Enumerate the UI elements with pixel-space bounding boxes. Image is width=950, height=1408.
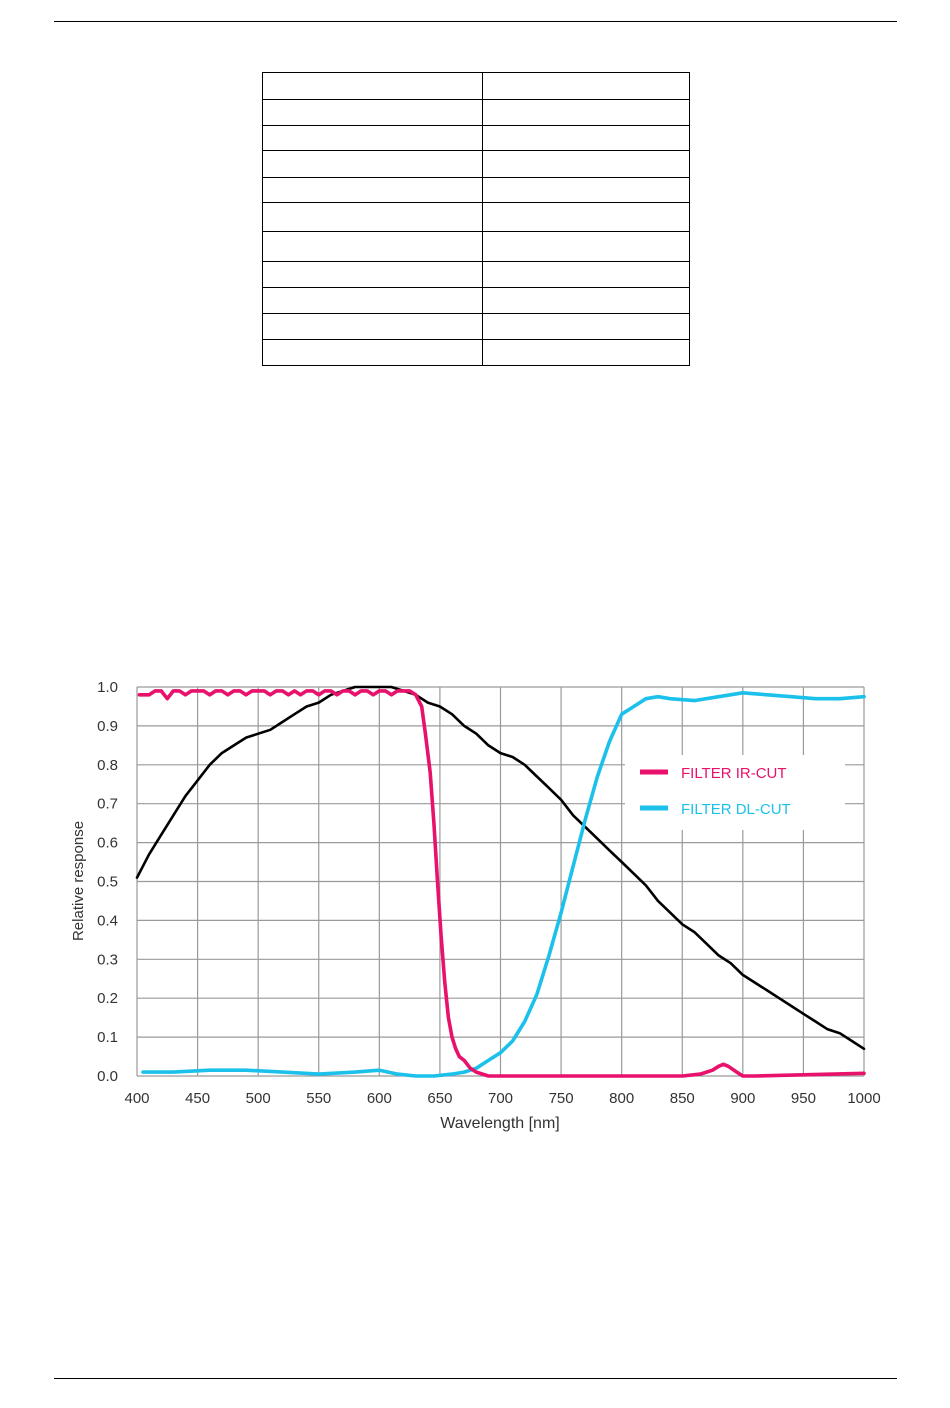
y-tick-label: 0.3 [97,951,118,968]
legend: FILTER IR-CUT FILTER DL-CUT [625,755,845,830]
table-cell [482,339,690,366]
y-tick-label: 1.0 [97,679,118,696]
table-cell [262,261,483,288]
x-tick-label: 850 [670,1090,695,1107]
legend-box [625,755,845,830]
x-tick-label: 500 [246,1090,271,1107]
spec-table [262,72,690,366]
table-cell [482,99,690,126]
table-row [262,313,690,340]
table-cell [262,177,483,203]
x-tick-label: 700 [488,1090,513,1107]
table-cell [262,231,483,262]
table-cell [482,150,690,178]
legend-label-ir-cut: FILTER IR-CUT [681,765,787,782]
table-cell [482,313,690,340]
y-tick-label: 0.7 [97,796,118,813]
x-tick-label: 750 [549,1090,574,1107]
table-cell [482,287,690,314]
y-tick-label: 0.2 [97,990,118,1007]
table-cell [482,177,690,203]
table-cell [262,339,483,366]
x-tick-label: 900 [730,1090,755,1107]
table-cell [262,99,483,126]
table-cell [482,202,690,232]
series-lines [135,685,866,1078]
tick-labels: 400 450 500 550 600 650 700 750 800 850 900 950 1000… [97,679,881,1107]
y-tick-label: 0.1 [97,1029,118,1046]
table-cell [262,287,483,314]
x-tick-label: 800 [609,1090,634,1107]
y-tick-label: 0.5 [97,874,118,891]
header-rule [54,21,897,22]
table-row [262,231,690,262]
table-row [262,287,690,314]
table-row [262,125,690,151]
table-cell [262,313,483,340]
table-cell [262,72,483,100]
dl-cut-series-line [141,690,866,1078]
footer-rule [54,1378,897,1379]
table-row [262,150,690,178]
spectral-response-chart: 400 450 500 550 600 650 700 750 800 850 900 950 1000… [70,679,881,1132]
table-cell [262,150,483,178]
table-row [262,339,690,366]
y-tick-label: 0.4 [97,912,118,929]
table-cell [482,72,690,100]
table-cell [262,125,483,151]
y-tick-label: 0.6 [97,835,118,852]
grid [136,686,865,1077]
x-tick-label: 600 [367,1090,392,1107]
x-tick-label: 1000 [847,1090,880,1107]
x-tick-label: 400 [124,1090,149,1107]
legend-label-dl-cut: FILTER DL-CUT [681,801,791,818]
y-axis-label: Relative response [70,821,87,941]
table-cell [262,202,483,232]
table-cell [482,231,690,262]
table-row [262,72,690,100]
table-row [262,99,690,126]
y-tick-label: 0.0 [97,1068,118,1085]
ir-cut-series-line [137,689,866,1078]
y-tick-label: 0.8 [97,757,118,774]
table-row [262,177,690,203]
table-cell [482,125,690,151]
table-cell [482,261,690,288]
table-row [262,261,690,288]
x-axis-label: Wavelength [nm] [440,1115,559,1132]
x-tick-label: 550 [306,1090,331,1107]
x-tick-label: 450 [185,1090,210,1107]
x-tick-label: 650 [427,1090,452,1107]
y-tick-label: 0.9 [97,718,118,735]
x-tick-label: 950 [791,1090,816,1107]
table-row [262,202,690,232]
sensor-response-series-line [135,685,866,1051]
